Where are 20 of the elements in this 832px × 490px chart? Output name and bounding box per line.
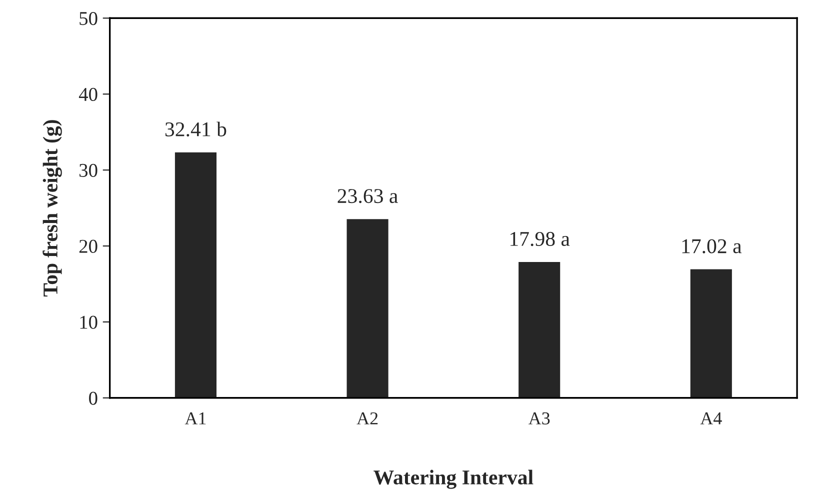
x-tick-label: A1 bbox=[184, 412, 206, 424]
data-label: 32.41 b bbox=[165, 122, 226, 136]
y-tick-label: 30 bbox=[80, 164, 98, 177]
y-tick-label: 20 bbox=[79, 240, 98, 253]
data-label: 17.98 a bbox=[510, 232, 570, 246]
x-tick-label: A4 bbox=[700, 412, 722, 424]
x-axis-title: Watering Interval bbox=[374, 470, 534, 489]
y-tick-label: 50 bbox=[80, 12, 98, 26]
y-tick-label: 0 bbox=[89, 392, 98, 405]
y-tick-label: 10 bbox=[80, 316, 98, 329]
bar bbox=[688, 268, 734, 398]
bar bbox=[345, 218, 390, 398]
x-tick-label: A2 bbox=[356, 412, 378, 424]
bar bbox=[174, 151, 218, 398]
y-tick-label: 40 bbox=[78, 88, 98, 102]
y-axis-title: Top fresh weight (g) bbox=[42, 120, 62, 297]
data-label: 23.63 a bbox=[338, 189, 398, 204]
data-label: 17.02 a bbox=[682, 239, 742, 254]
bar bbox=[517, 260, 562, 398]
x-tick-label: A3 bbox=[528, 412, 550, 424]
